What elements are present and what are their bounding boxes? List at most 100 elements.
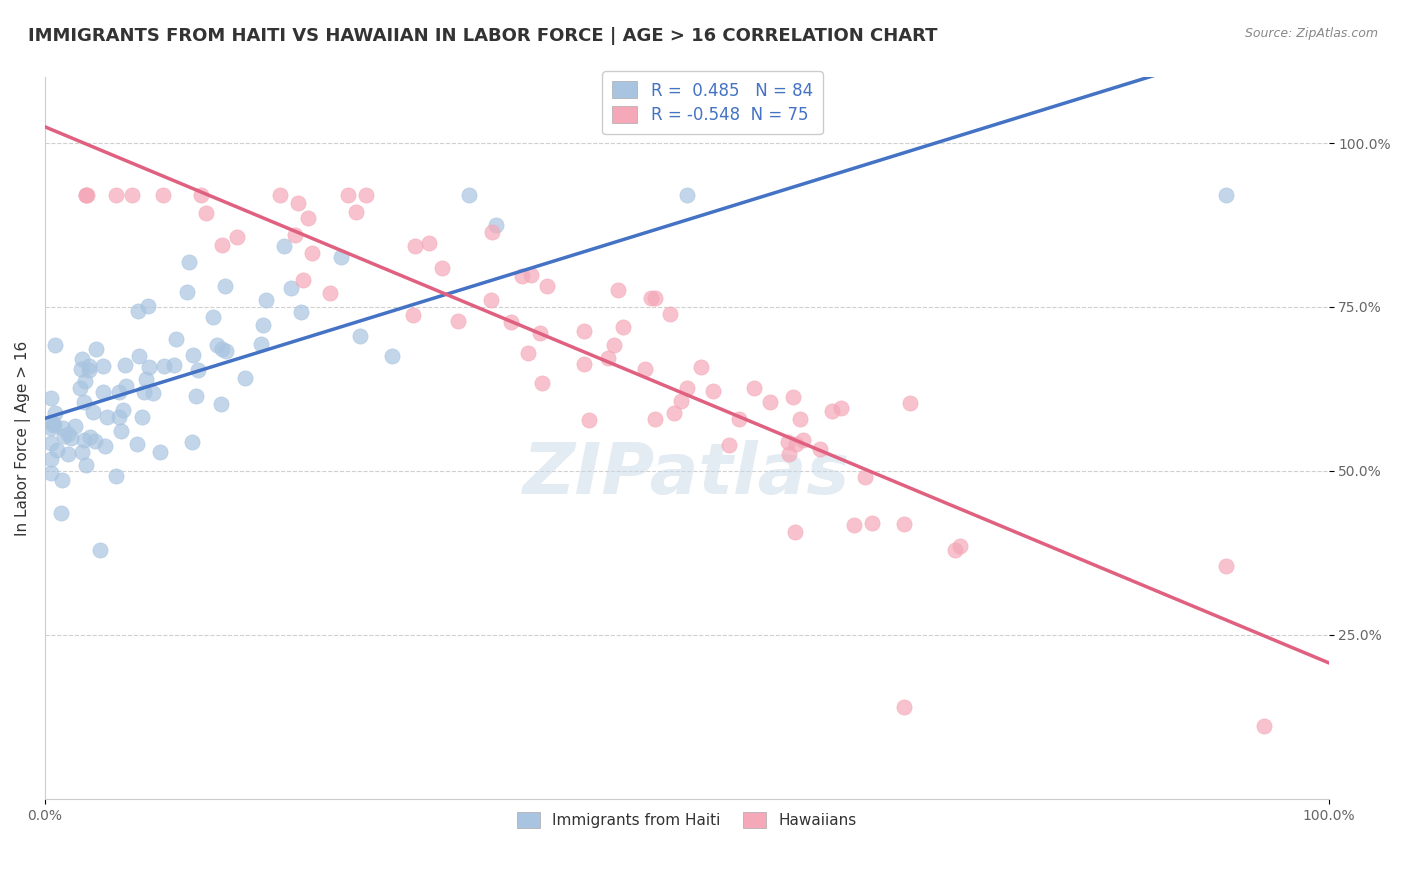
Point (612, 320, 634, 334)
Point (72, 352, 94, 367)
Point (662, 406, 685, 420)
Point (529, 326, 551, 340)
Point (727, 411, 749, 425)
Point (284, 227, 307, 242)
Point (93, 384, 115, 399)
Point (481, 226, 503, 240)
Point (49, 506, 72, 520)
Point (606, 283, 628, 297)
Point (1215, 559, 1237, 574)
Point (176, 285, 198, 299)
Point (201, 310, 224, 325)
Point (759, 395, 782, 409)
Point (250, 337, 273, 351)
Point (404, 239, 426, 253)
Point (574, 358, 596, 372)
Point (292, 273, 315, 287)
Point (785, 437, 807, 451)
Point (893, 700, 915, 714)
Point (844, 518, 866, 533)
Point (354, 188, 377, 202)
Point (640, 292, 662, 306)
Point (430, 261, 453, 276)
Point (742, 381, 765, 395)
Point (669, 394, 692, 409)
Point (75, 188, 97, 202)
Point (52, 420, 75, 434)
Point (39, 436, 62, 450)
Point (79, 363, 101, 377)
Point (136, 299, 159, 313)
Point (186, 389, 208, 403)
Point (776, 434, 799, 449)
Point (297, 211, 319, 226)
Point (63, 419, 86, 434)
Point (949, 539, 972, 553)
Point (830, 401, 852, 416)
Point (70, 445, 93, 459)
Point (574, 324, 596, 338)
Point (778, 447, 800, 461)
Point (75, 458, 97, 472)
Point (127, 304, 149, 318)
Point (1253, 719, 1275, 733)
Point (112, 402, 135, 417)
Point (60, 431, 83, 445)
Point (380, 349, 402, 363)
Point (485, 219, 508, 233)
Point (330, 250, 353, 264)
Point (209, 397, 232, 411)
Point (280, 280, 302, 294)
Point (149, 444, 172, 458)
Text: IMMIGRANTS FROM HAITI VS HAWAIIAN IN LABOR FORCE | AGE > 16 CORRELATION CHART: IMMIGRANTS FROM HAITI VS HAWAIIAN IN LAB… (28, 27, 938, 45)
Point (56, 427, 79, 442)
Point (76, 188, 98, 202)
Point (644, 291, 666, 305)
Point (73, 433, 96, 447)
Point (898, 396, 921, 410)
Point (52, 428, 75, 442)
Point (70, 362, 93, 376)
Point (77, 359, 100, 374)
Point (96, 409, 118, 424)
Point (536, 278, 558, 293)
Point (319, 286, 342, 301)
Point (56, 447, 79, 461)
Point (115, 379, 138, 393)
Point (644, 411, 666, 425)
Point (39, 451, 62, 466)
Point (531, 376, 554, 390)
Point (187, 362, 209, 376)
Point (165, 332, 187, 346)
Point (603, 338, 626, 352)
Point (94, 439, 117, 453)
Point (349, 329, 371, 343)
Point (658, 307, 681, 321)
Point (782, 390, 804, 404)
Point (131, 409, 153, 424)
Point (44, 337, 66, 351)
Point (785, 525, 807, 540)
Point (215, 344, 238, 359)
Point (83, 434, 105, 448)
Point (820, 403, 842, 417)
Point (152, 359, 174, 373)
Point (519, 268, 541, 282)
Point (273, 239, 295, 253)
Point (516, 345, 538, 359)
Point (344, 204, 367, 219)
Point (39, 466, 62, 480)
Point (132, 385, 155, 400)
Point (808, 442, 831, 457)
Point (46, 443, 69, 458)
Point (135, 372, 157, 386)
Point (634, 361, 657, 376)
Point (82, 405, 104, 419)
Point (42, 418, 65, 433)
Point (789, 412, 811, 426)
Point (108, 409, 131, 424)
Point (104, 188, 127, 202)
Point (39, 421, 62, 435)
Point (110, 424, 132, 438)
Text: Source: ZipAtlas.com: Source: ZipAtlas.com (1244, 27, 1378, 40)
